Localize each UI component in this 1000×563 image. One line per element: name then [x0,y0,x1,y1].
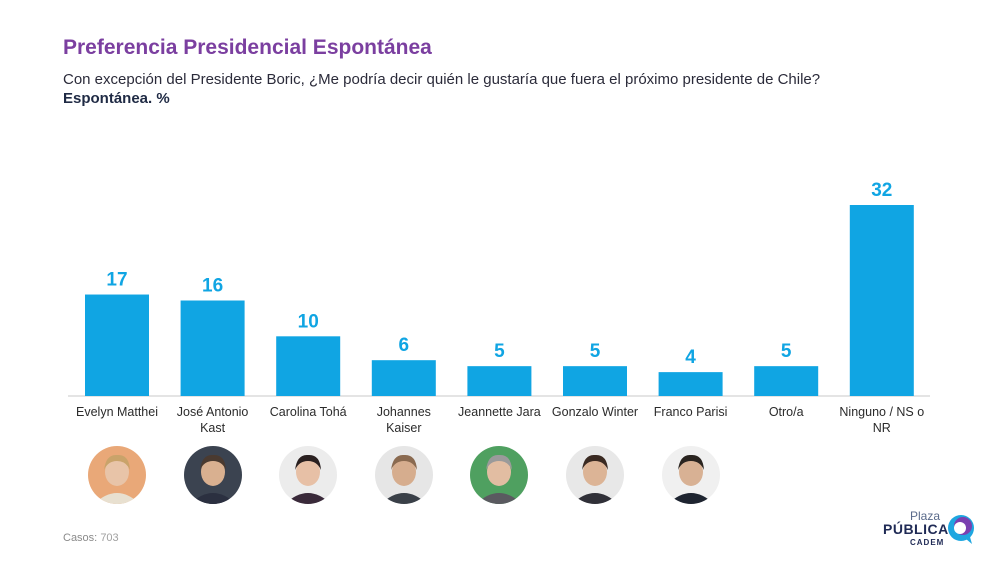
portrait-icon [470,446,529,504]
data-label: 4 [685,347,696,368]
bar [180,300,245,396]
data-label: 6 [399,335,410,356]
portrait-icon [374,446,433,504]
data-label: 5 [590,341,601,362]
candidate-photo [566,446,624,504]
data-label: 10 [298,311,319,332]
bar [849,205,914,396]
category-label: Kaiser [386,421,421,435]
chart-question: Con excepción del Presidente Boric, ¿Me … [63,71,821,88]
category-label: Franco Parisi [654,405,728,419]
chart-title: Preferencia Presidencial Espontánea [63,36,432,59]
portrait-icon [183,446,242,504]
bar [563,366,627,396]
category-label: Otro/a [769,405,804,419]
category-label: Ninguno / NS o [839,405,924,419]
candidate-photo [279,446,338,504]
data-label: 16 [202,276,223,297]
candidate-photo [470,446,529,504]
logo-line-cadem: CADEM [910,538,945,547]
data-label: 5 [781,341,792,362]
bar [276,336,341,396]
bar [85,294,149,396]
portrait-icon [279,446,338,504]
data-label: 32 [871,180,892,201]
category-label: Carolina Tohá [270,405,347,419]
category-label: NR [873,421,891,435]
bar [754,366,819,396]
portrait-icon [566,446,624,504]
category-label: Gonzalo Winter [552,405,638,419]
category-label: José Antonio [177,405,249,419]
sample-size: Casos: 703 [63,532,119,544]
category-label: Evelyn Matthei [76,405,158,419]
bar [658,372,723,396]
candidate-photo [374,446,433,504]
bar [467,366,532,396]
casos-value: 703 [100,532,119,544]
candidate-photo [183,446,242,504]
logo-line-plaza: Plaza [909,509,940,523]
logo-line-publica: PÚBLICA [883,521,949,537]
portrait-icon [88,446,146,504]
casos-label: Casos: [63,532,98,544]
category-label: Jeannette Jara [458,405,541,419]
plaza-publica-logo: Plaza PÚBLICA CADEM [880,509,980,551]
data-label: 17 [106,270,127,291]
category-label: Johannes [377,405,431,419]
logo-mark-icon [948,515,974,544]
candidate-photo [661,446,720,504]
chart-subtitle: Espontánea. % [63,90,170,107]
category-label: Kast [200,421,226,435]
bar [371,360,436,396]
candidate-photo [88,446,146,504]
data-label: 5 [494,341,505,362]
portrait-icon [661,446,720,504]
